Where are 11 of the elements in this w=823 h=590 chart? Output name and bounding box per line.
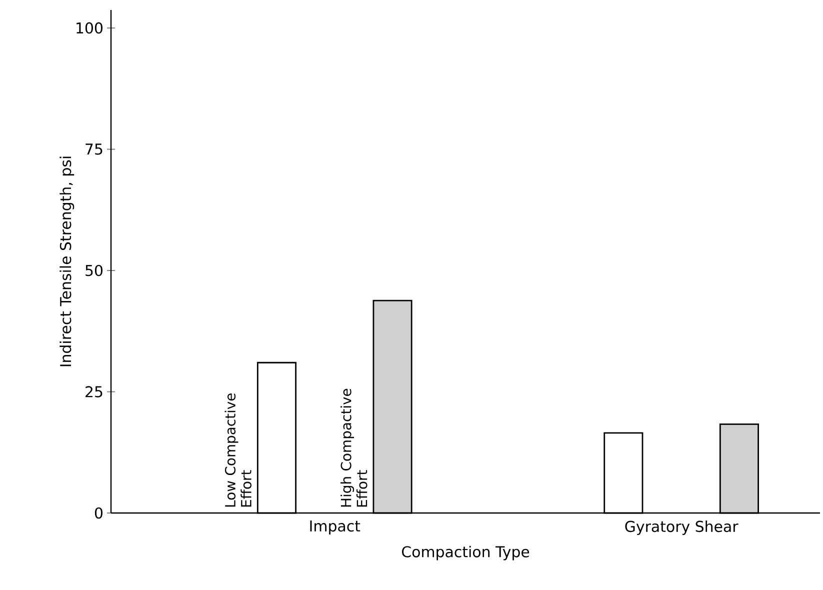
y-tick-label: 25: [86, 386, 102, 398]
text: High Compactive Effort: [340, 388, 368, 507]
y-tick-label: 100: [76, 22, 102, 34]
x-tick-label: Impact: [310, 520, 360, 535]
y-axis-title: Indirect Tensile Strength, psi: [60, 156, 74, 366]
text: Low Compactive Effort: [224, 393, 252, 507]
y-tick-label: 50: [86, 264, 102, 276]
x-axis-title: Compaction Type: [402, 546, 530, 560]
x-tick-label: Gyratory Shear: [625, 520, 738, 535]
y-tick-label: 0: [94, 507, 102, 519]
y-tick-label: 75: [86, 144, 102, 155]
